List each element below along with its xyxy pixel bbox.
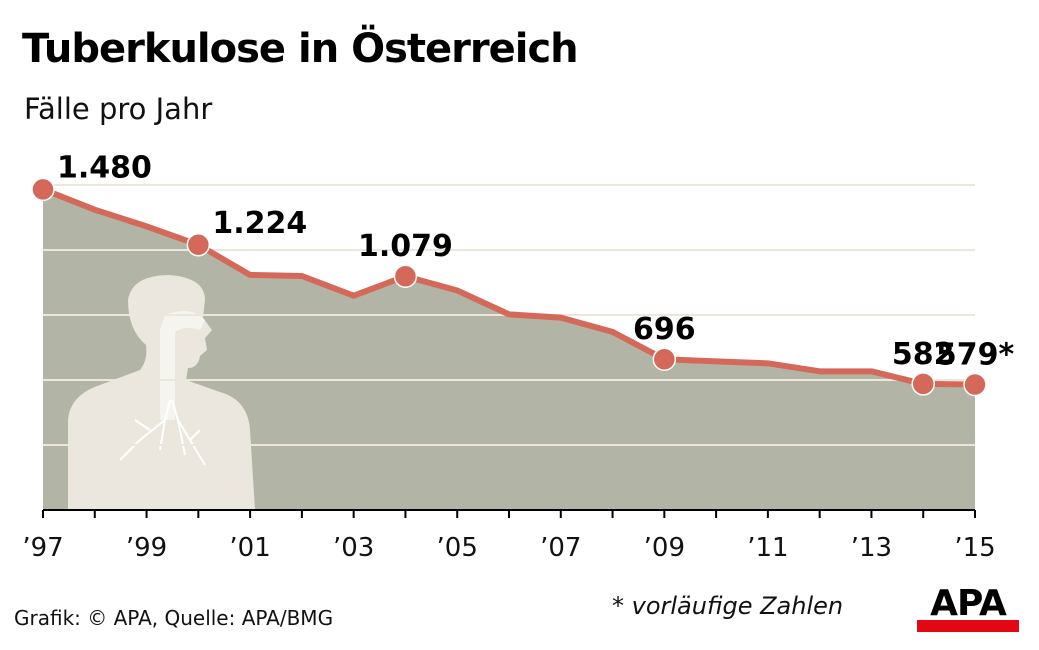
data-label: 1.480 — [57, 150, 152, 185]
footnote: * vorläufige Zahlen — [612, 592, 844, 620]
airway-shape — [160, 311, 205, 420]
data-label: 579* — [936, 338, 1015, 373]
data-point — [186, 233, 211, 257]
x-tick-label: ’03 — [333, 533, 374, 563]
data-point — [31, 177, 55, 202]
x-tick-label: ’07 — [540, 533, 581, 563]
data-label: 696 — [633, 312, 696, 347]
chart-subtitle: Fälle pro Jahr — [24, 92, 213, 126]
data-label: 1.079 — [358, 229, 453, 264]
data-label: 582 — [892, 337, 955, 372]
x-tick-label: ’01 — [229, 533, 270, 563]
x-tick-label: ’13 — [851, 533, 892, 563]
x-tick-label: ’15 — [954, 533, 995, 563]
x-tick-label: ’97 — [22, 533, 63, 563]
x-tick-label: ’11 — [747, 533, 788, 563]
x-tick-label: ’09 — [644, 533, 685, 563]
x-tick-label: ’99 — [126, 533, 167, 563]
data-point — [652, 347, 677, 371]
source-credit: Grafik: © APA, Quelle: APA/BMG — [14, 606, 334, 630]
data-point — [911, 372, 935, 396]
x-tick-label: ’05 — [437, 533, 478, 563]
data-label: 1.224 — [212, 206, 307, 241]
chart-title: Tuberkulose in Österreich — [22, 26, 579, 72]
apa-logo-text: APA — [930, 583, 1007, 624]
data-point — [963, 372, 987, 397]
apa-logo: APA — [917, 586, 1019, 632]
area-fill — [43, 189, 975, 511]
apa-logo-bar — [917, 620, 1019, 632]
data-point — [393, 264, 418, 288]
